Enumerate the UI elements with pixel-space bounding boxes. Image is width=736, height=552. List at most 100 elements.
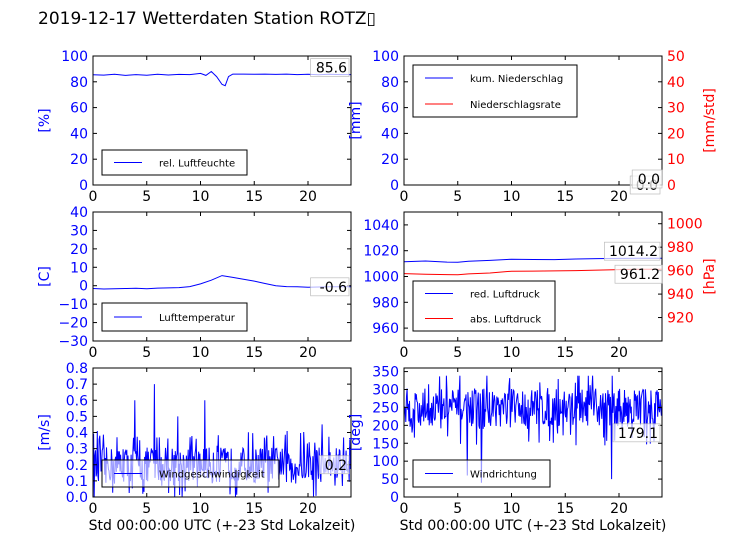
x-tick-label: 15 bbox=[245, 501, 263, 517]
y-tick-label: 1020 bbox=[363, 244, 399, 260]
y2-axis-label: [hPa] bbox=[702, 258, 718, 294]
series-line-temperature-0 bbox=[92, 275, 351, 290]
x-tick-label: 20 bbox=[610, 501, 628, 517]
y-tick-label: 150 bbox=[372, 436, 399, 452]
y2-tick-label: 1000 bbox=[667, 217, 703, 233]
y-tick-label: 80 bbox=[70, 75, 88, 91]
plot-frame bbox=[403, 367, 663, 498]
legend-box bbox=[412, 280, 556, 332]
y-tick-label: 1000 bbox=[363, 270, 399, 286]
y-tick-label: 0.8 bbox=[66, 361, 88, 377]
y-tick-label: 0 bbox=[390, 490, 399, 506]
y2-tick-label: 30 bbox=[667, 101, 685, 117]
series-line-wind_dir-0 bbox=[403, 375, 663, 483]
x-tick-label: 5 bbox=[453, 501, 462, 517]
y2-tick-label: 920 bbox=[667, 311, 694, 327]
y-tick-label: 80 bbox=[381, 75, 399, 91]
y-axis-label: [mm] bbox=[348, 101, 364, 139]
value-label-2: 961.2 bbox=[620, 267, 660, 283]
x-tick-label: 20 bbox=[610, 189, 628, 205]
x-tick-label: 0 bbox=[89, 345, 98, 361]
y-tick-label: −30 bbox=[58, 334, 88, 350]
y-tick-label: 30 bbox=[70, 223, 88, 239]
x-axis-label: Std 00:00:00 UTC (+-23 Std Lokalzeit) bbox=[400, 518, 667, 534]
legend-box bbox=[101, 459, 280, 488]
y-tick-label: 250 bbox=[372, 400, 399, 416]
x-tick-label: 5 bbox=[142, 345, 151, 361]
y-tick-label: 300 bbox=[372, 383, 399, 399]
y-tick-label: 350 bbox=[372, 365, 399, 381]
y-tick-label: 100 bbox=[372, 49, 399, 65]
legend-label: Niederschlagsrate bbox=[470, 100, 561, 111]
value-label-2-box bbox=[614, 264, 663, 284]
y-tick-label: 40 bbox=[70, 126, 88, 142]
y-tick-label: 20 bbox=[70, 152, 88, 168]
x-tick-label: 5 bbox=[142, 189, 151, 205]
legend-label: Windgeschwindigkeit bbox=[159, 470, 265, 481]
x-tick-label: 10 bbox=[192, 189, 210, 205]
y-tick-label: 0.1 bbox=[66, 474, 88, 490]
value-label-box bbox=[318, 455, 350, 475]
y-tick-label: 20 bbox=[381, 152, 399, 168]
x-tick-label: 10 bbox=[503, 345, 521, 361]
y-axis-label: [m/s] bbox=[37, 414, 53, 451]
page-title: 2019-12-17 Wetterdaten Station ROTZ▯ bbox=[38, 9, 376, 29]
y-tick-label: 0.5 bbox=[66, 409, 88, 425]
y2-tick-label: 10 bbox=[667, 152, 685, 168]
y-tick-label: 0.7 bbox=[66, 377, 88, 393]
legend-box bbox=[412, 64, 578, 118]
x-tick-label: 20 bbox=[299, 345, 317, 361]
y-tick-label: 60 bbox=[381, 101, 399, 117]
x-tick-label: 10 bbox=[503, 189, 521, 205]
series-line-humidity-0 bbox=[92, 70, 351, 87]
y2-tick-label: 50 bbox=[667, 49, 685, 65]
y-tick-label: 100 bbox=[372, 454, 399, 470]
legend-label: kum. Niederschlag bbox=[470, 74, 563, 85]
value-label-box bbox=[612, 423, 661, 443]
plot-frame bbox=[92, 211, 352, 342]
legend-label: red. Luftdruck bbox=[470, 290, 540, 301]
y-tick-label: 200 bbox=[372, 418, 399, 434]
x-tick-label: 15 bbox=[245, 345, 263, 361]
y-tick-label: 0 bbox=[390, 178, 399, 194]
x-tick-label: 15 bbox=[556, 501, 574, 517]
x-tick-label: 0 bbox=[400, 345, 409, 361]
value-label-2: 0.0 bbox=[638, 172, 660, 188]
x-tick-label: 10 bbox=[192, 345, 210, 361]
x-tick-label: 15 bbox=[556, 189, 574, 205]
y-tick-label: 10 bbox=[70, 260, 88, 276]
value-label-box bbox=[604, 241, 661, 261]
x-tick-label: 15 bbox=[556, 345, 574, 361]
y-tick-label: 960 bbox=[372, 321, 399, 337]
x-tick-label: 0 bbox=[89, 189, 98, 205]
plot-frame bbox=[403, 55, 663, 186]
y2-tick-label: 0 bbox=[667, 178, 676, 194]
series-line-wind_speed-0 bbox=[92, 384, 352, 497]
legend-label: rel. Luftfeuchte bbox=[159, 159, 235, 170]
y-tick-label: 0.4 bbox=[66, 426, 88, 442]
y-axis-label: [C] bbox=[37, 266, 53, 287]
x-axis-label: Std 00:00:00 UTC (+-23 Std Lokalzeit) bbox=[89, 518, 356, 534]
x-tick-label: 20 bbox=[610, 345, 628, 361]
value-label: 1014.2 bbox=[609, 244, 658, 260]
y-axis-label: [%] bbox=[37, 108, 53, 132]
y-tick-label: −20 bbox=[58, 316, 88, 332]
y-tick-label: 20 bbox=[70, 242, 88, 258]
y-tick-label: 1040 bbox=[363, 218, 399, 234]
y-tick-label: 50 bbox=[381, 472, 399, 488]
y-tick-label: 40 bbox=[381, 126, 399, 142]
y-tick-label: 0.0 bbox=[66, 490, 88, 506]
x-tick-label: 20 bbox=[299, 189, 317, 205]
y-tick-label: 0.3 bbox=[66, 442, 88, 458]
y-tick-label: 0.2 bbox=[66, 458, 88, 474]
value-label: 179.1 bbox=[618, 426, 658, 442]
value-label-box bbox=[310, 58, 350, 77]
x-tick-label: 0 bbox=[89, 501, 98, 517]
x-tick-label: 5 bbox=[142, 501, 151, 517]
y2-tick-label: 980 bbox=[667, 240, 694, 256]
value-label-2-box bbox=[631, 169, 663, 189]
value-label-box bbox=[310, 277, 350, 297]
y-tick-label: −10 bbox=[58, 297, 88, 313]
y-tick-label: 0 bbox=[79, 178, 88, 194]
